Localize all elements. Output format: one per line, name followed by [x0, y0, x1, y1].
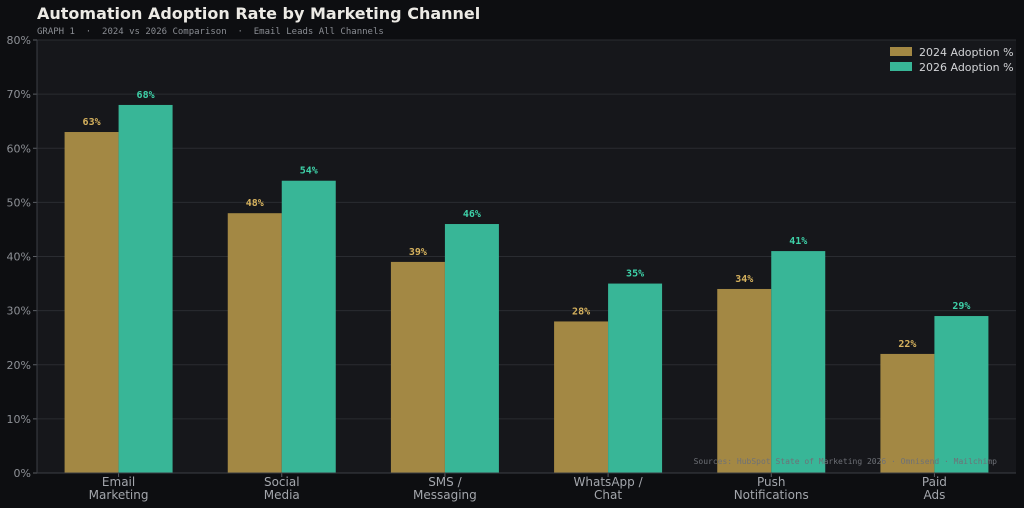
x-tick-label-line: Marketing: [89, 488, 149, 502]
y-tick-label: 70%: [7, 88, 31, 101]
legend-label: 2024 Adoption %: [919, 46, 1014, 59]
x-tick-label-line: SMS /: [428, 475, 462, 489]
bar-2024: [390, 261, 445, 473]
x-tick-label-line: WhatsApp /: [574, 475, 644, 489]
data-label: 28%: [572, 306, 590, 317]
bar-2026: [118, 104, 173, 473]
chart-subtitle: GRAPH 1 · 2024 vs 2026 Comparison · Emai…: [37, 27, 384, 37]
y-tick-label: 40%: [7, 251, 31, 264]
x-tick-label-line: Push: [757, 475, 786, 489]
y-tick-label: 0%: [14, 467, 31, 480]
data-label: 48%: [246, 198, 264, 209]
data-label: 29%: [952, 301, 970, 312]
data-label: 68%: [137, 90, 155, 101]
x-tick-label: SMS / Messaging: [413, 475, 477, 502]
data-label: 22%: [898, 339, 916, 350]
data-label: 41%: [789, 236, 807, 247]
y-tick-label: 30%: [7, 305, 31, 318]
data-label: 34%: [735, 274, 753, 285]
y-tick-label: 50%: [7, 196, 31, 209]
legend-swatch: [890, 62, 912, 71]
data-label: 54%: [300, 166, 318, 177]
x-tick-label: Paid Ads: [922, 475, 947, 502]
data-label: 63%: [83, 117, 101, 128]
x-tick-label-line: Ads: [923, 488, 945, 502]
data-label: 46%: [463, 209, 481, 220]
bar-2026: [934, 316, 989, 473]
x-tick-label-line: Media: [264, 488, 300, 502]
x-tick-label-line: Messaging: [413, 488, 477, 502]
y-tick-label: 10%: [7, 413, 31, 426]
legend-swatch: [890, 47, 912, 56]
y-tick-label: 60%: [7, 142, 31, 155]
bar-2026: [771, 251, 826, 473]
legend-label: 2026 Adoption %: [919, 61, 1014, 74]
x-tick-label: WhatsApp / Chat: [574, 475, 644, 502]
x-tick-label: Email Marketing: [89, 475, 149, 502]
bar-2026: [608, 283, 663, 473]
bar-2026: [444, 224, 499, 473]
x-tick-label-line: Chat: [594, 488, 622, 502]
x-tick-label-line: Social: [264, 475, 300, 489]
bar-2024: [554, 321, 609, 473]
chart-title: Automation Adoption Rate by Marketing Ch…: [37, 4, 481, 23]
source-note: Sources: HubSpot State of Marketing 2026…: [694, 457, 998, 466]
bar-2024: [64, 132, 119, 473]
bar-2026: [281, 180, 336, 473]
bar-2024: [717, 288, 772, 473]
x-tick-label: Social Media: [264, 475, 300, 502]
x-tick-label-line: Email: [102, 475, 135, 489]
x-tick-label-line: Paid: [922, 475, 947, 489]
bar-2024: [227, 213, 282, 473]
data-label: 35%: [626, 269, 644, 280]
x-tick-label-line: Notifications: [734, 488, 809, 502]
y-tick-label: 20%: [7, 359, 31, 372]
data-label: 39%: [409, 247, 427, 258]
y-tick-label: 80%: [7, 34, 31, 47]
bar-2024: [880, 353, 935, 473]
x-tick-label: Push Notifications: [734, 475, 809, 502]
